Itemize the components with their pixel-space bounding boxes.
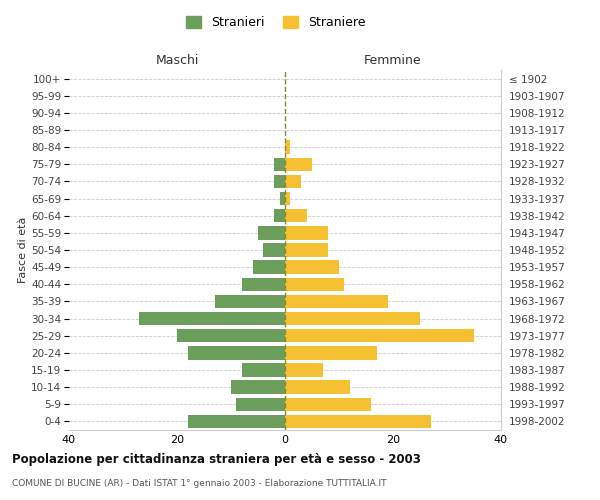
Bar xyxy=(177,329,285,342)
Bar xyxy=(188,414,285,428)
Bar xyxy=(285,244,328,256)
Y-axis label: Fasce di età: Fasce di età xyxy=(19,217,28,283)
Bar xyxy=(274,174,285,188)
Bar xyxy=(274,209,285,222)
Bar xyxy=(253,260,285,274)
Bar xyxy=(285,346,377,360)
Text: COMUNE DI BUCINE (AR) - Dati ISTAT 1° gennaio 2003 - Elaborazione TUTTITALIA.IT: COMUNE DI BUCINE (AR) - Dati ISTAT 1° ge… xyxy=(12,479,386,488)
Bar xyxy=(285,174,301,188)
Bar xyxy=(215,294,285,308)
Text: Femmine: Femmine xyxy=(364,54,422,68)
Bar xyxy=(236,398,285,411)
Bar xyxy=(285,278,344,291)
Text: Popolazione per cittadinanza straniera per età e sesso - 2003: Popolazione per cittadinanza straniera p… xyxy=(12,452,421,466)
Bar xyxy=(263,244,285,256)
Bar xyxy=(258,226,285,239)
Text: Maschi: Maschi xyxy=(155,54,199,68)
Bar xyxy=(242,364,285,376)
Bar xyxy=(139,312,285,326)
Bar xyxy=(285,192,290,205)
Bar xyxy=(285,398,371,411)
Bar xyxy=(231,380,285,394)
Bar xyxy=(285,158,312,171)
Bar xyxy=(285,329,474,342)
Bar xyxy=(274,158,285,171)
Bar xyxy=(188,346,285,360)
Bar xyxy=(285,380,350,394)
Bar xyxy=(285,260,339,274)
Bar xyxy=(280,192,285,205)
Bar xyxy=(285,414,431,428)
Bar xyxy=(285,294,388,308)
Bar xyxy=(285,209,307,222)
Bar xyxy=(242,278,285,291)
Bar xyxy=(285,364,323,376)
Bar xyxy=(285,312,420,326)
Bar xyxy=(285,226,328,239)
Legend: Stranieri, Straniere: Stranieri, Straniere xyxy=(181,11,371,34)
Bar xyxy=(285,140,290,154)
